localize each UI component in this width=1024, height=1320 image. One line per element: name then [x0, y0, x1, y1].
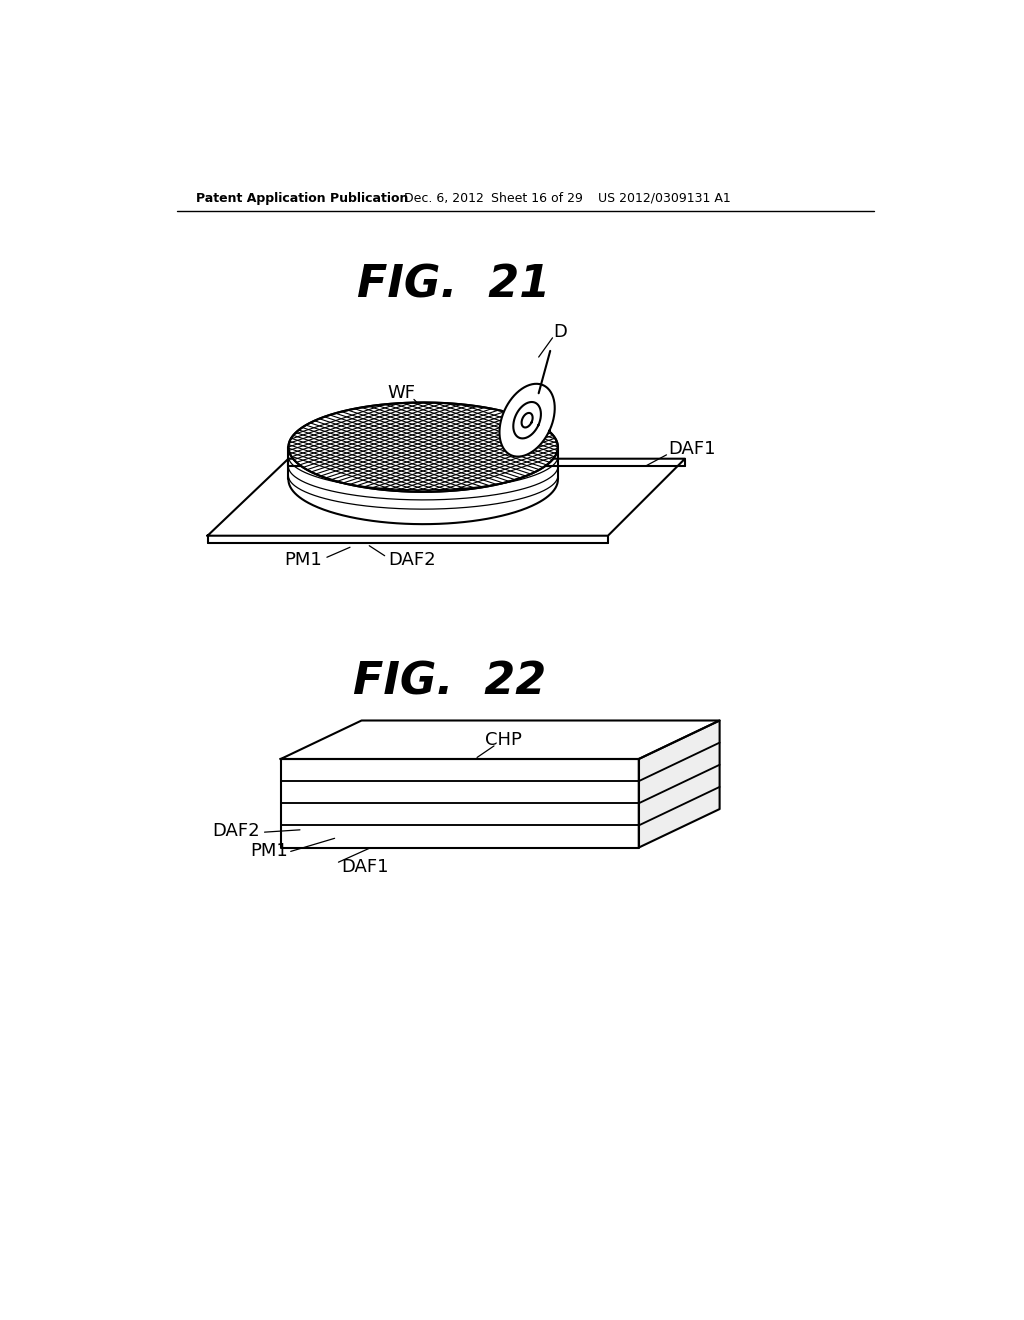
Polygon shape — [208, 459, 685, 536]
Polygon shape — [639, 721, 720, 847]
Text: WF: WF — [388, 384, 416, 403]
Text: Sheet 16 of 29: Sheet 16 of 29 — [490, 191, 583, 205]
Text: D: D — [553, 322, 567, 341]
Polygon shape — [281, 759, 639, 847]
Polygon shape — [500, 384, 555, 457]
Text: DAF2: DAF2 — [212, 821, 260, 840]
Text: US 2012/0309131 A1: US 2012/0309131 A1 — [598, 191, 731, 205]
Text: PM1: PM1 — [284, 552, 322, 569]
Text: Dec. 6, 2012: Dec. 6, 2012 — [403, 191, 483, 205]
Polygon shape — [281, 721, 720, 759]
Text: PM1: PM1 — [250, 842, 288, 861]
Polygon shape — [289, 403, 558, 492]
Text: FIG.  21: FIG. 21 — [357, 264, 551, 308]
Text: DAF1: DAF1 — [668, 441, 716, 458]
Text: DAF1: DAF1 — [341, 858, 388, 875]
Text: DAF2: DAF2 — [388, 552, 436, 569]
Text: FIG.  22: FIG. 22 — [353, 660, 547, 704]
Text: Patent Application Publication: Patent Application Publication — [196, 191, 409, 205]
Text: CHP: CHP — [484, 731, 521, 748]
